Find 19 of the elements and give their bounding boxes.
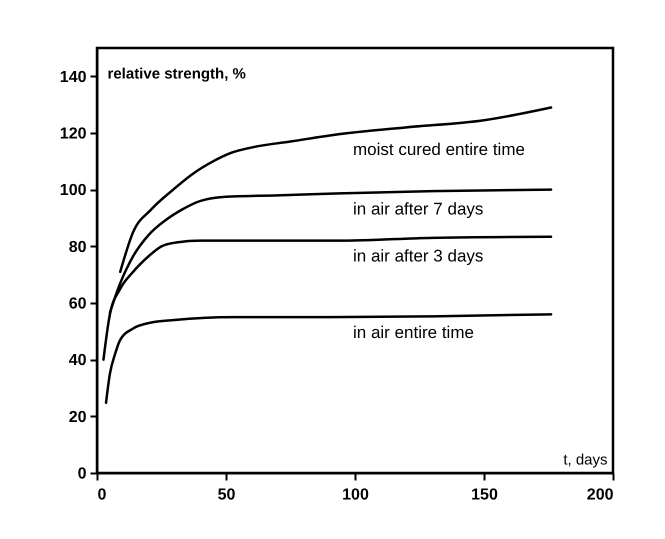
x-tick-label: 150	[471, 486, 498, 504]
y-tick-label: 20	[68, 408, 87, 426]
y-tick-label: 40	[68, 352, 87, 370]
series-label: in air after 3 days	[353, 246, 484, 266]
x-tick-label: 200	[586, 486, 614, 504]
x-tick-label: 50	[218, 486, 236, 504]
y-tick-label: 140	[60, 68, 87, 86]
series-label: in air entire time	[353, 323, 474, 342]
y-tick-label: 60	[68, 296, 87, 312]
y-tick-label: 80	[68, 238, 87, 256]
x-tick-label: 0	[98, 486, 106, 504]
x-axis-title: t, days	[563, 452, 608, 468]
y-tick-label: 100	[60, 182, 87, 200]
series-label: in air after 7 days	[353, 199, 484, 218]
y-axis-title: relative strength, %	[108, 66, 246, 82]
y-tick-label: 0	[78, 466, 87, 482]
y-tick-label: 120	[60, 126, 87, 142]
series-label: moist cured entire time	[353, 140, 525, 160]
x-tick-label: 100	[342, 486, 369, 504]
